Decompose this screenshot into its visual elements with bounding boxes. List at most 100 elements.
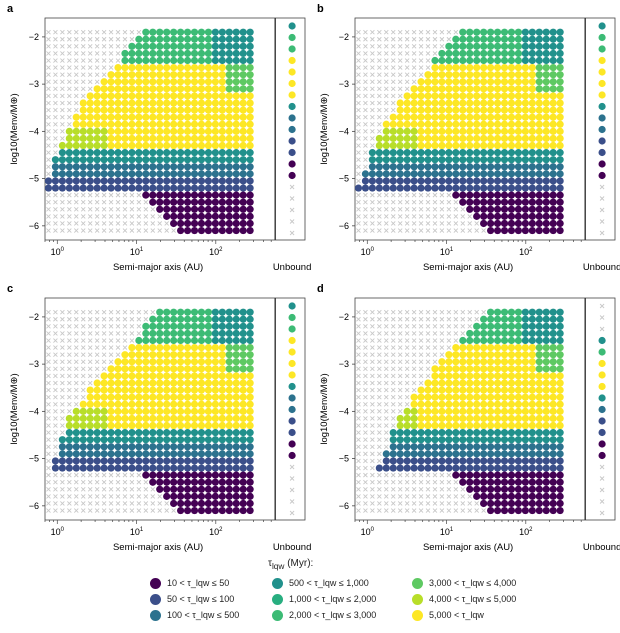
data-point (459, 141, 467, 150)
data-point (135, 407, 143, 415)
grid-cross (397, 214, 403, 219)
data-point (163, 308, 171, 316)
data-point (375, 156, 383, 164)
grid-cross (377, 338, 382, 343)
grid-cross (87, 86, 93, 92)
data-point (521, 336, 529, 345)
grid-cross (404, 373, 410, 379)
data-point (417, 386, 425, 394)
data-point (211, 170, 219, 178)
grid-cross (356, 352, 361, 357)
data-point (466, 407, 474, 415)
data-point (183, 336, 192, 345)
grid-cross (143, 501, 149, 506)
data-point (211, 177, 219, 185)
grid-cross (67, 206, 72, 212)
grid-cross (122, 221, 128, 226)
data-point (459, 421, 467, 430)
grid-cross (370, 136, 375, 141)
data-point (466, 414, 474, 423)
data-point (93, 457, 101, 465)
grid-cross (390, 394, 396, 400)
data-point (459, 407, 467, 415)
grid-cross (404, 345, 410, 350)
data-point (403, 134, 411, 143)
data-point (535, 443, 543, 451)
data-point (521, 170, 529, 178)
x-axis-label: Semi-major axis (AU) (113, 542, 203, 553)
grid-cross (108, 479, 114, 485)
data-point (246, 127, 254, 135)
grid-cross (67, 345, 72, 350)
data-point (514, 421, 523, 430)
grid-cross (370, 501, 375, 506)
data-point (466, 63, 474, 72)
data-point (514, 78, 523, 86)
grid-cross (377, 51, 382, 56)
data-point (232, 436, 240, 444)
data-point (128, 421, 136, 430)
legend-swatch (272, 594, 283, 605)
data-point (58, 457, 66, 465)
data-point (128, 351, 136, 359)
data-point (190, 85, 199, 93)
data-point (197, 49, 206, 58)
data-point (438, 414, 446, 423)
grid-cross (411, 199, 417, 205)
data-point (218, 358, 226, 366)
grid-cross (363, 451, 368, 457)
data-point (473, 177, 481, 185)
unbound-point (598, 45, 606, 53)
data-point (107, 450, 115, 458)
data-point (473, 212, 481, 220)
grid-cross (390, 352, 396, 357)
data-point (239, 400, 247, 408)
grid-cross (67, 479, 72, 485)
data-point (466, 198, 474, 206)
data-point (121, 149, 129, 157)
data-point (514, 71, 523, 79)
data-point (480, 212, 488, 220)
grid-cross (94, 501, 100, 506)
x-tick-label: 101 (130, 247, 144, 257)
data-point (507, 120, 516, 128)
unbound-point (288, 148, 296, 157)
grid-cross (404, 387, 410, 393)
data-point (149, 28, 157, 36)
data-point (459, 400, 467, 408)
data-point (86, 163, 94, 171)
data-point (197, 99, 206, 107)
data-point (473, 478, 481, 486)
data-point (232, 471, 240, 479)
grid-cross (67, 192, 72, 198)
data-point (246, 365, 254, 373)
data-point (86, 92, 94, 100)
data-point (410, 184, 418, 192)
data-point (156, 485, 164, 493)
data-point (514, 315, 523, 323)
data-point (473, 343, 481, 352)
grid-cross (411, 29, 417, 35)
data-point (535, 113, 543, 121)
data-point (218, 170, 226, 178)
data-point (556, 106, 564, 114)
grid-cross (377, 401, 382, 407)
grid-cross (453, 331, 459, 336)
data-point (466, 35, 474, 43)
grid-cross (370, 316, 375, 322)
data-point (445, 358, 453, 366)
data-point (542, 464, 550, 472)
data-point (556, 141, 564, 150)
grid-cross (467, 501, 473, 506)
data-point (211, 134, 219, 143)
data-point (93, 436, 101, 444)
data-point (79, 141, 87, 150)
grid-cross (46, 86, 51, 92)
data-point (232, 219, 240, 228)
grid-cross (411, 345, 417, 350)
grid-cross (53, 380, 58, 386)
data-point (190, 163, 199, 171)
data-point (121, 92, 129, 100)
data-point (156, 436, 164, 444)
data-point (211, 329, 219, 338)
